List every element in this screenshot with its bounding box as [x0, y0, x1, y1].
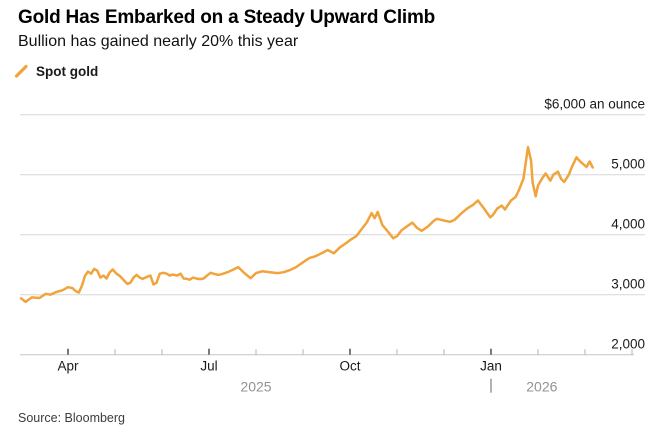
spot-gold-line-chart: $6,000 an ounce 5,000 4,000 3,000 2,000 Apr Ju…	[19, 97, 645, 395]
y-tick-label: 2,000	[611, 337, 645, 352]
chart-subtitle: Bullion has gained nearly 20% this year	[18, 33, 299, 50]
chart-title: Gold Has Embarked on a Steady Upward Cli…	[18, 7, 436, 28]
y-tick-label: 3,000	[611, 277, 645, 292]
y-tick-label: 4,000	[611, 217, 645, 232]
x-tick-label: Oct	[339, 359, 360, 374]
x-tick-label: Jan	[480, 359, 502, 374]
legend-label-spot-gold: Spot gold	[36, 64, 99, 79]
x-tick-label: Jul	[200, 359, 217, 374]
year-label: 2026	[526, 379, 557, 395]
legend: Spot gold	[14, 64, 98, 79]
source-note: Source: Bloomberg	[18, 411, 126, 425]
y-tick-label: $6,000 an ounce	[544, 97, 645, 112]
spot-gold-slash-icon	[14, 64, 28, 78]
y-tick-label: 5,000	[611, 157, 645, 172]
price-line	[19, 145, 594, 304]
year-label: 2025	[240, 379, 271, 395]
x-tick-label: Apr	[57, 359, 79, 374]
